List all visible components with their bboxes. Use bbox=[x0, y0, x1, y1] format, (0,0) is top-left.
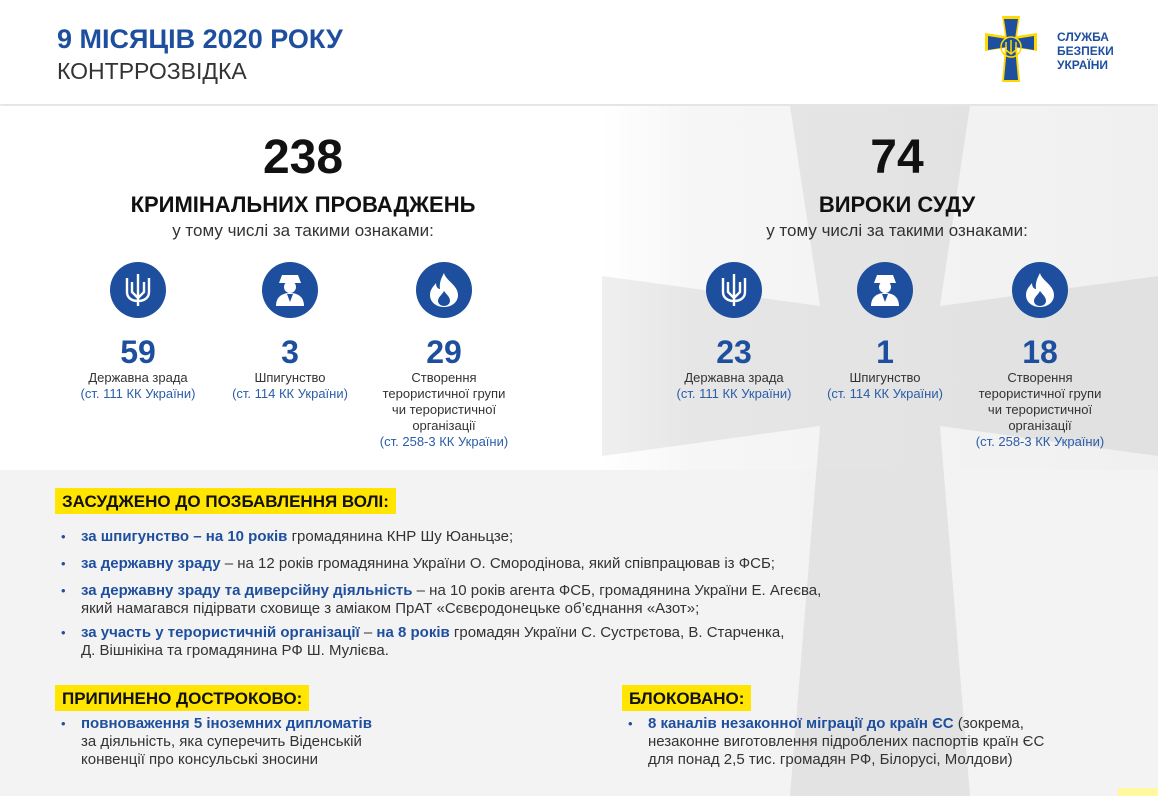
fire-icon bbox=[416, 262, 472, 318]
block-subtitle: у тому числі за такими ознаками: bbox=[172, 221, 434, 240]
stat-label: Створення bbox=[411, 370, 477, 385]
stat-label: Створення bbox=[1007, 370, 1073, 385]
stat-label: Шпигунство bbox=[849, 370, 921, 385]
stat-value: 23 bbox=[716, 334, 752, 370]
block-title: КРИМІНАЛЬНИХ ПРОВАДЖЕНЬ bbox=[130, 192, 476, 217]
terminated-heading: ПРИПИНЕНО ДОСТРОКОВО: bbox=[55, 685, 310, 711]
block-subtitle: у тому числі за такими ознаками: bbox=[766, 221, 1028, 240]
right-stats-block: 74 ВИРОКИ СУДУ у тому числі за такими оз… bbox=[617, 106, 1158, 470]
trident-icon bbox=[110, 262, 166, 318]
stat-label: Державна зрада bbox=[88, 370, 188, 385]
total-number: 74 bbox=[870, 131, 924, 184]
sentenced-list: за шпигунство – на 10 років громадянина … bbox=[55, 528, 935, 660]
list-item: за шпигунство – на 10 років громадянина … bbox=[55, 528, 935, 546]
stats-section bbox=[0, 106, 1158, 470]
list-item: 8 каналів незаконної міграції до країн Є… bbox=[622, 715, 1142, 769]
stat-article: (ст. 258-3 КК України) bbox=[379, 434, 509, 449]
spy-icon bbox=[262, 262, 318, 318]
stat-value: 1 bbox=[876, 334, 894, 370]
list-item: за державну зраду та диверсійну діяльніс… bbox=[55, 582, 935, 618]
stat-label: Державна зрада bbox=[684, 370, 784, 385]
stat-label: чи терористичної bbox=[987, 402, 1093, 417]
stat-label: терористичної групи bbox=[978, 386, 1102, 401]
stat-article: (ст. 114 КК України) bbox=[827, 386, 943, 401]
stat-label: терористичної групи bbox=[382, 386, 506, 401]
header: 9 МІСЯЦІВ 2020 РОКУ КОНТРРОЗВІДКА СЛУЖБА… bbox=[0, 0, 1158, 104]
spy-icon bbox=[857, 262, 913, 318]
stat-item: 59 Державна зрада (ст. 111 КК України) bbox=[53, 262, 223, 402]
stat-value: 18 bbox=[1022, 334, 1058, 370]
stat-value: 3 bbox=[281, 334, 299, 370]
stat-item: 29 Створення терористичної групи чи терорис… bbox=[359, 262, 529, 450]
stat-item: 1 Шпигунство (ст. 114 КК України) bbox=[800, 262, 970, 402]
blocked-heading: БЛОКОВАНО: bbox=[622, 685, 752, 711]
stat-value: 59 bbox=[120, 334, 156, 370]
list-item: за участь у терористичній організації – … bbox=[55, 624, 935, 660]
stat-item: 3 Шпигунство (ст. 114 КК України) bbox=[205, 262, 375, 402]
stat-item: 23 Державна зрада (ст. 111 КК України) bbox=[649, 262, 819, 402]
logo-text: СЛУЖБА БЕЗПЕКИ УКРАЇНИ bbox=[1057, 30, 1114, 72]
sentenced-heading: ЗАСУДЖЕНО ДО ПОЗБАВЛЕННЯ ВОЛІ: bbox=[55, 488, 396, 514]
sbu-logo: СЛУЖБА БЕЗПЕКИ УКРАЇНИ bbox=[975, 14, 1125, 86]
left-stats-block: 238 КРИМІНАЛЬНИХ ПРОВАДЖЕНЬ у тому числі… bbox=[23, 106, 583, 470]
blocked-list: 8 каналів незаконної міграції до країн Є… bbox=[622, 715, 1142, 769]
stat-item: 18 Створення терористичної групи чи терорис… bbox=[955, 262, 1125, 450]
stat-article: (ст. 111 КК України) bbox=[80, 386, 196, 401]
block-title: ВИРОКИ СУДУ bbox=[818, 192, 976, 217]
stat-label: Шпигунство bbox=[254, 370, 326, 385]
list-item: за державну зраду – на 12 років громадян… bbox=[55, 555, 935, 573]
corner-decoration bbox=[1118, 788, 1158, 796]
stat-label: організації bbox=[412, 418, 476, 433]
fire-icon bbox=[1012, 262, 1068, 318]
page-title: 9 МІСЯЦІВ 2020 РОКУ bbox=[57, 24, 343, 54]
stat-label: організації bbox=[1008, 418, 1072, 433]
stat-article: (ст. 258-3 КК України) bbox=[975, 434, 1105, 449]
page-subtitle: КОНТРРОЗВІДКА bbox=[57, 58, 247, 84]
total-number: 238 bbox=[262, 131, 344, 184]
stat-article: (ст. 114 КК України) bbox=[232, 386, 348, 401]
stat-article: (ст. 111 КК України) bbox=[676, 386, 792, 401]
sbu-emblem-icon bbox=[985, 16, 1037, 82]
watermark-emblem-icon bbox=[602, 106, 1158, 796]
stat-value: 29 bbox=[426, 334, 462, 370]
trident-icon bbox=[706, 262, 762, 318]
stat-label: чи терористичної bbox=[391, 402, 497, 417]
